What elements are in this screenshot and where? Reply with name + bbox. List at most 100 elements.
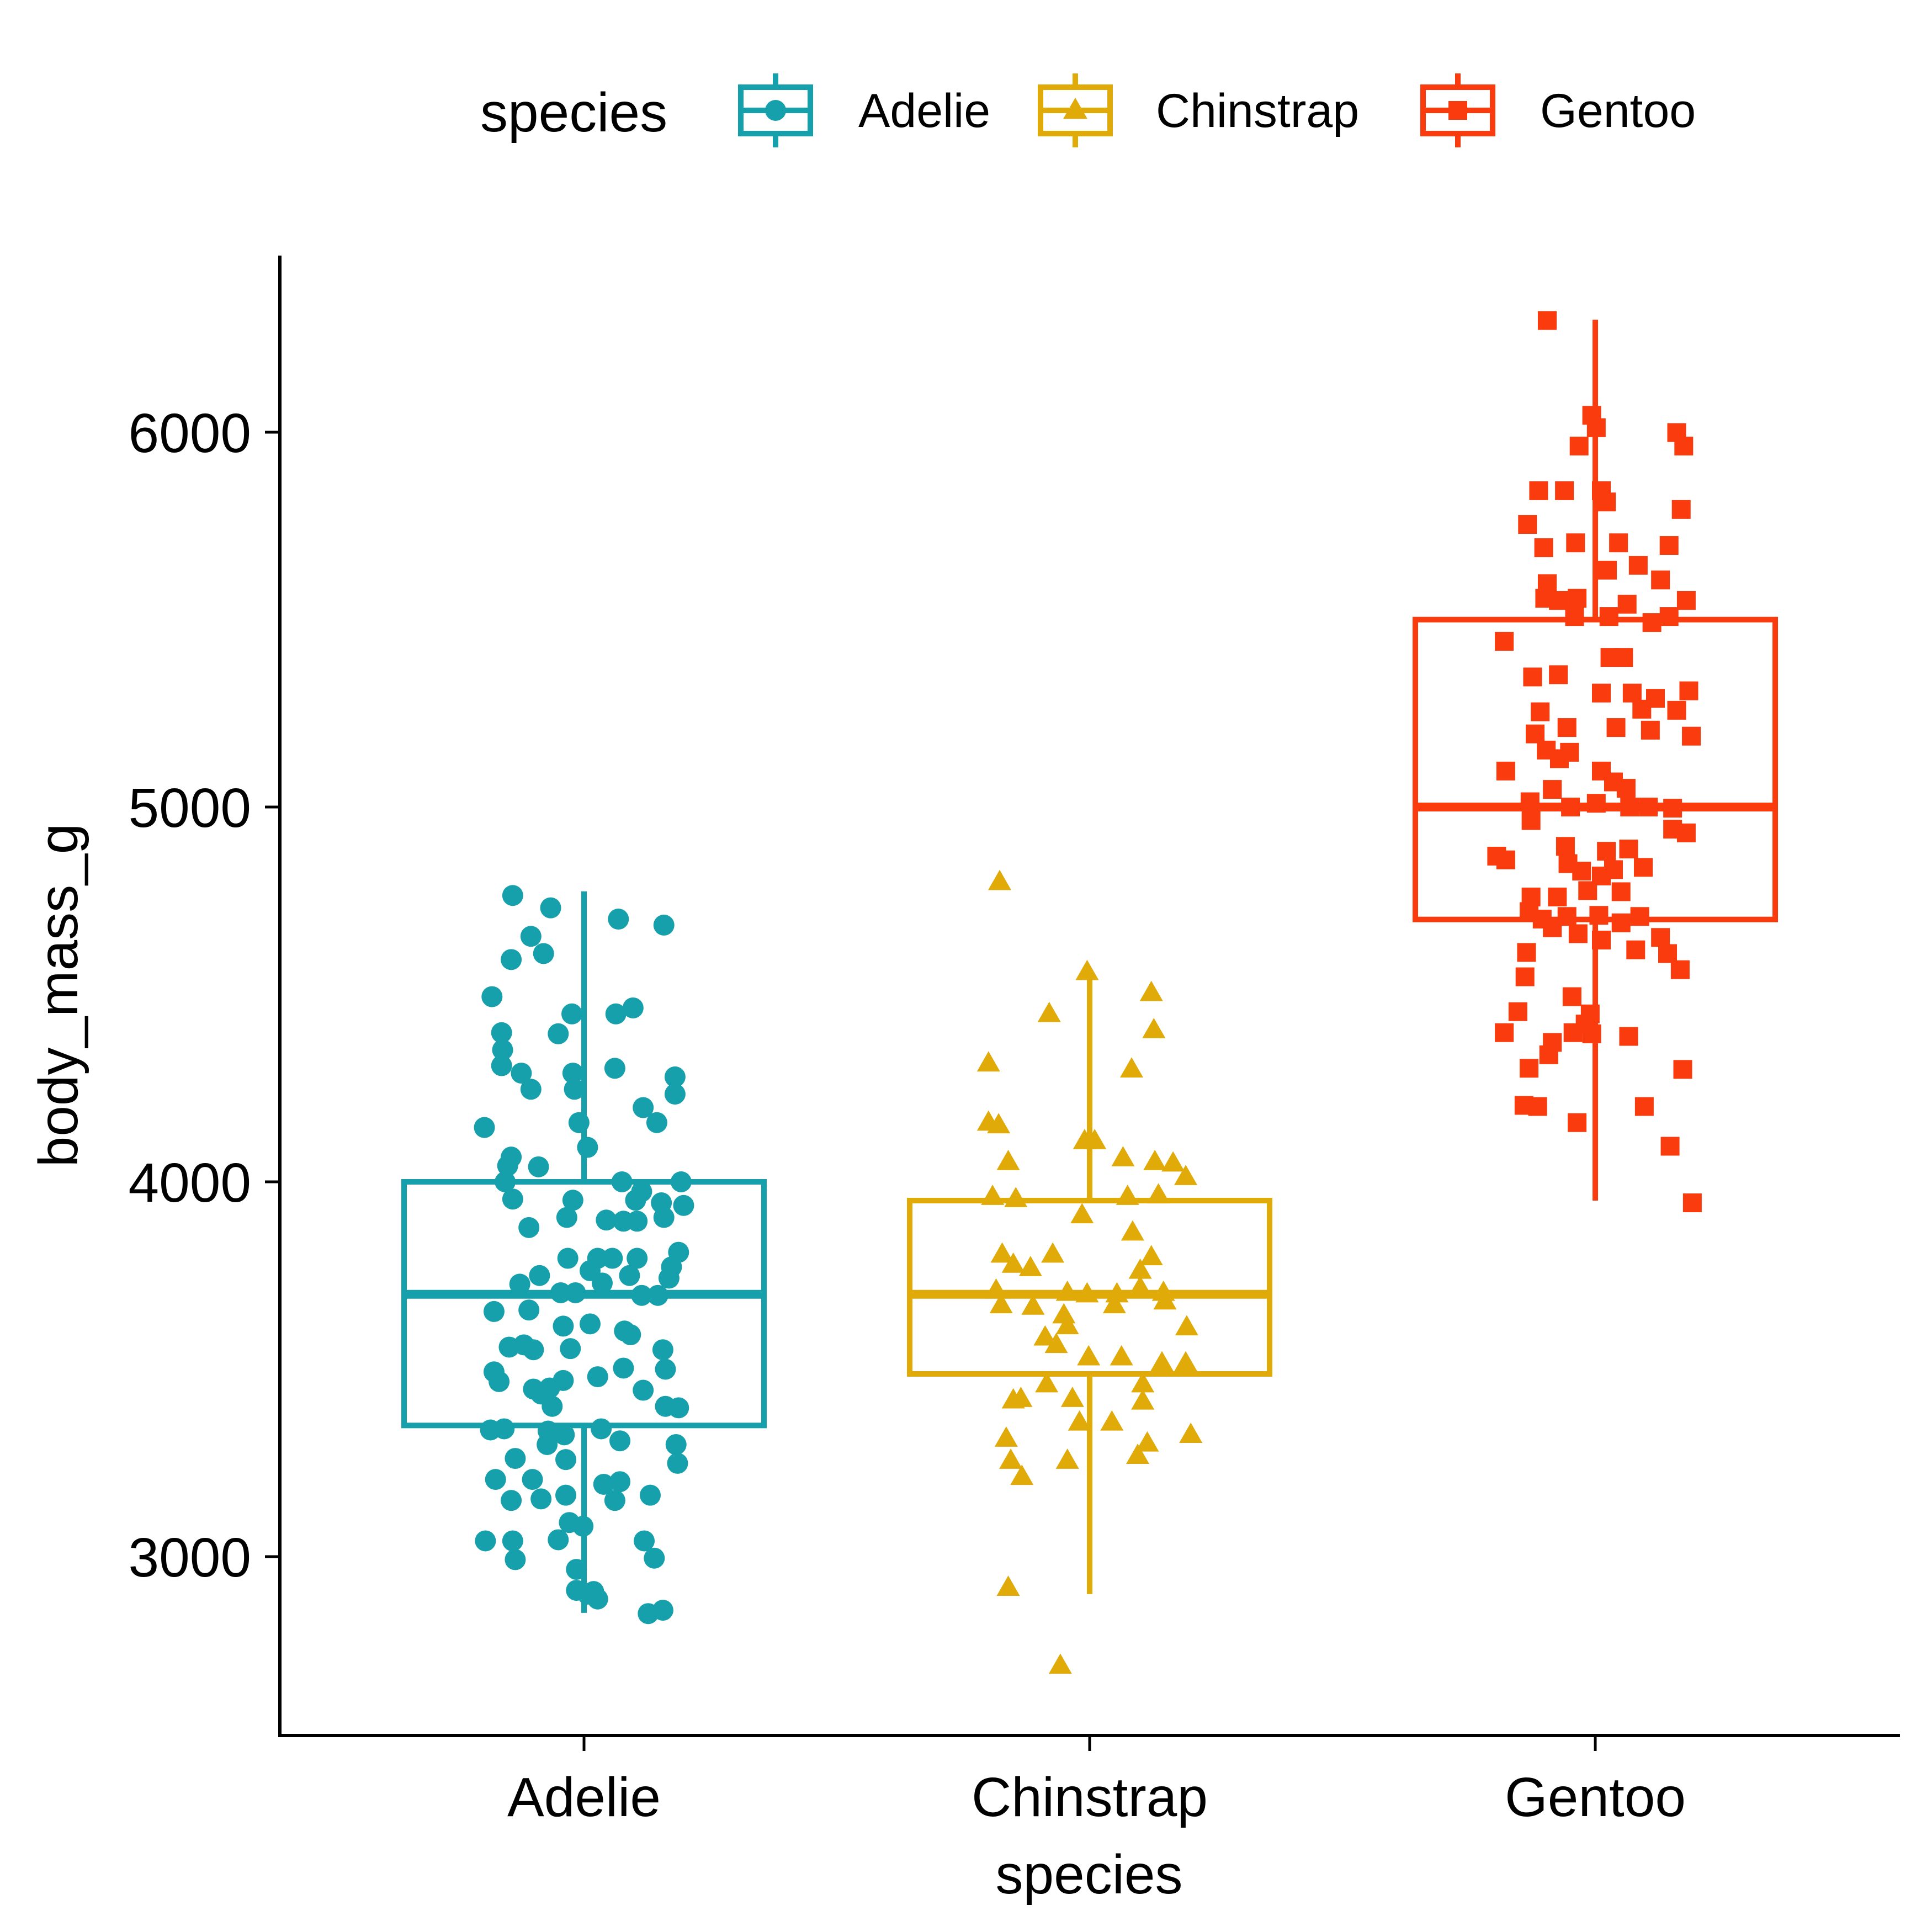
data-point xyxy=(1543,918,1562,937)
data-point xyxy=(1041,1242,1065,1263)
data-point xyxy=(505,1549,526,1570)
data-point xyxy=(1135,1431,1159,1452)
data-point xyxy=(990,1242,1014,1263)
data-point xyxy=(664,1084,686,1105)
data-point xyxy=(568,1112,590,1133)
data-point xyxy=(1676,591,1696,610)
data-point xyxy=(520,1079,542,1100)
data-point xyxy=(1070,1203,1094,1224)
data-point xyxy=(1578,881,1597,900)
data-point xyxy=(579,1313,601,1335)
data-point xyxy=(492,1039,513,1060)
data-point xyxy=(1565,607,1584,627)
data-point xyxy=(572,1516,594,1537)
data-point xyxy=(647,1285,668,1306)
data-point xyxy=(609,1471,631,1493)
data-point xyxy=(1563,1023,1583,1042)
data-point xyxy=(1659,536,1679,555)
data-point xyxy=(485,1469,506,1490)
data-point xyxy=(1626,940,1646,959)
data-point xyxy=(562,1063,583,1084)
data-point xyxy=(1100,1410,1124,1431)
data-point xyxy=(1055,1314,1079,1335)
data-point xyxy=(667,1452,688,1474)
data-point xyxy=(1651,928,1670,947)
data-point xyxy=(489,1371,510,1392)
data-point xyxy=(1658,944,1677,963)
data-point xyxy=(1568,924,1588,943)
data-point xyxy=(1679,681,1699,700)
data-point xyxy=(474,1117,495,1138)
data-point xyxy=(646,1112,667,1133)
data-point xyxy=(1589,906,1609,925)
data-point xyxy=(1174,1165,1198,1185)
data-point xyxy=(1591,931,1611,950)
data-point xyxy=(619,1265,640,1286)
legend-marker xyxy=(1448,101,1467,120)
data-point xyxy=(1110,1345,1133,1366)
data-point xyxy=(1517,943,1536,962)
data-point xyxy=(1591,683,1611,703)
data-point xyxy=(501,1490,522,1511)
legend: species Adelie Chinstrap Gentoo xyxy=(480,73,1696,147)
data-point xyxy=(1495,631,1514,651)
legend-entry-adelie: Adelie xyxy=(738,73,990,147)
data-point xyxy=(1150,1351,1174,1372)
data-point xyxy=(1673,1060,1692,1079)
data-point xyxy=(1521,811,1541,830)
data-point xyxy=(523,1339,544,1361)
data-point xyxy=(1153,1289,1177,1310)
data-point xyxy=(1528,1097,1547,1116)
data-point xyxy=(1670,960,1690,979)
data-point xyxy=(1604,860,1623,879)
data-point xyxy=(1534,538,1553,558)
x-axis-title: species xyxy=(995,1844,1182,1906)
data-point xyxy=(1556,837,1575,856)
data-point xyxy=(596,1209,617,1231)
data-point xyxy=(1586,794,1606,813)
data-point xyxy=(627,1211,648,1232)
legend-key-adelie-icon xyxy=(738,73,813,147)
legend-marker xyxy=(1063,97,1087,119)
x-tick-label-adelie: Adelie xyxy=(507,1766,661,1828)
data-point xyxy=(1151,1280,1175,1301)
data-point xyxy=(555,1449,577,1471)
data-point xyxy=(608,909,629,930)
data-point xyxy=(1111,1146,1135,1166)
data-point xyxy=(613,1357,634,1379)
data-point xyxy=(1568,588,1587,608)
data-point xyxy=(1131,1372,1155,1393)
points-chinstrap xyxy=(976,869,1203,1674)
data-point xyxy=(633,1097,654,1118)
data-point xyxy=(1518,515,1537,534)
data-point xyxy=(1639,798,1658,816)
data-point xyxy=(1642,613,1662,632)
data-point xyxy=(1549,749,1569,768)
data-point xyxy=(1539,1045,1558,1064)
data-point xyxy=(639,1484,661,1506)
iqr-box xyxy=(401,1179,767,1429)
data-point xyxy=(548,1023,569,1044)
data-point xyxy=(481,986,503,1007)
data-point xyxy=(664,1066,686,1087)
data-point xyxy=(1055,1448,1079,1469)
data-point xyxy=(493,1418,515,1440)
data-point xyxy=(1520,792,1540,811)
data-point xyxy=(491,1055,512,1076)
data-point xyxy=(1617,595,1637,614)
points-gentoo xyxy=(1487,311,1702,1213)
data-point xyxy=(1660,1137,1680,1156)
data-point xyxy=(540,897,561,919)
points xyxy=(474,311,1702,1674)
data-point xyxy=(530,1488,552,1510)
data-point xyxy=(1515,967,1535,986)
data-point xyxy=(554,1424,575,1446)
data-point xyxy=(1531,702,1550,721)
data-point xyxy=(1004,1187,1028,1207)
y-ticks: 3000 4000 5000 6000 xyxy=(129,402,280,1589)
data-point xyxy=(627,1248,648,1269)
data-point xyxy=(1651,570,1670,590)
data-point xyxy=(528,1156,549,1177)
